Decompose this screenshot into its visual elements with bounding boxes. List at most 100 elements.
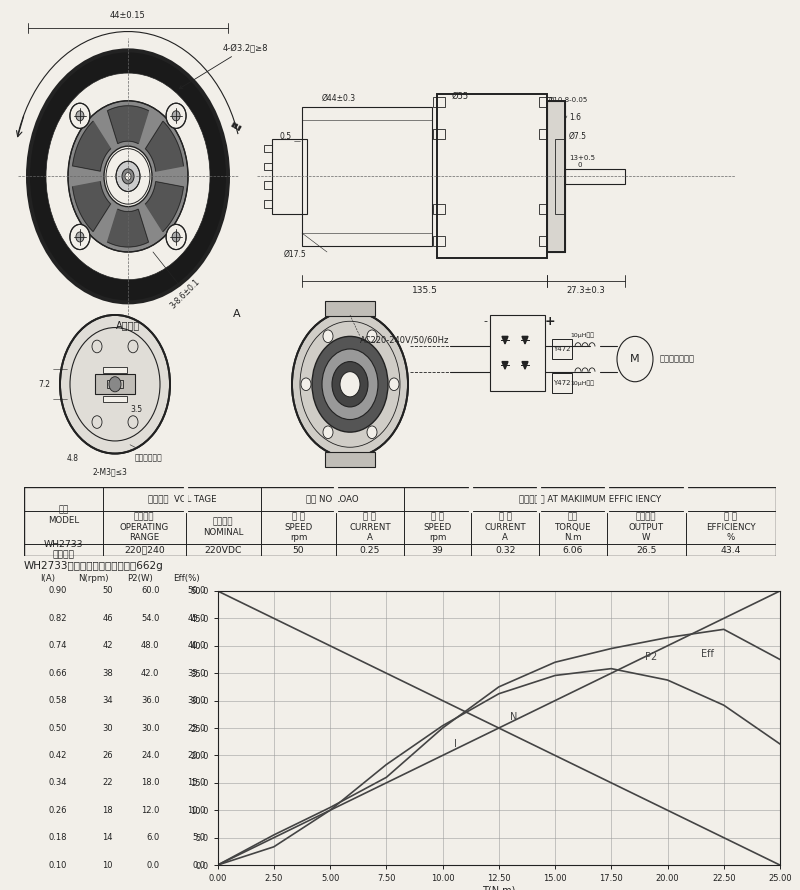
Polygon shape	[502, 336, 508, 344]
Bar	[107, 381, 112, 388]
Text: 直流永磁电动机: 直流永磁电动机	[660, 354, 695, 363]
Text: 36.0: 36.0	[141, 696, 159, 705]
Text: 45.0: 45.0	[187, 614, 206, 623]
Text: 42: 42	[102, 642, 113, 651]
Text: -: -	[483, 316, 487, 327]
Text: 0.58: 0.58	[48, 696, 66, 705]
Text: ▮▮▮: ▮▮▮	[230, 121, 243, 132]
Text: +: +	[545, 315, 555, 328]
Text: 0.50: 0.50	[48, 724, 66, 732]
Circle shape	[125, 173, 131, 180]
Bar	[547, 101, 565, 252]
Text: 50: 50	[293, 546, 304, 554]
Text: 型号
MODEL: 型号 MODEL	[48, 506, 79, 525]
Text: 6.06: 6.06	[562, 546, 583, 554]
Circle shape	[172, 110, 180, 121]
Circle shape	[166, 224, 186, 249]
Text: 25.0: 25.0	[187, 724, 206, 732]
Circle shape	[301, 378, 311, 391]
Text: 最大效率点 AT MAKIIMUM EFFIC IENCY: 最大效率点 AT MAKIIMUM EFFIC IENCY	[519, 495, 661, 504]
Text: Ø7.5: Ø7.5	[569, 133, 587, 142]
Bar	[325, 301, 375, 316]
Text: 0.90: 0.90	[48, 587, 66, 595]
Text: 18.0: 18.0	[141, 779, 159, 788]
Text: 46: 46	[102, 614, 113, 623]
Circle shape	[340, 372, 360, 397]
Bar	[552, 339, 572, 359]
Text: 转 速
SPEED
rpm: 转 速 SPEED rpm	[284, 513, 313, 542]
Circle shape	[292, 312, 408, 457]
Text: 2-M3深≤3: 2-M3深≤3	[93, 467, 127, 476]
Circle shape	[367, 426, 377, 439]
Text: 0.66: 0.66	[48, 668, 66, 677]
Text: 后盖正极标记: 后盖正极标记	[135, 454, 162, 463]
Polygon shape	[522, 336, 528, 344]
Text: WH2733塑料行星减速电机净重：662g: WH2733塑料行星减速电机净重：662g	[24, 561, 164, 571]
Text: 0.5: 0.5	[280, 132, 292, 141]
Bar	[552, 373, 572, 393]
Text: 60.0: 60.0	[141, 587, 159, 595]
Text: 0.26: 0.26	[48, 805, 66, 814]
Text: Ø17.5: Ø17.5	[284, 249, 306, 258]
Text: 效 率
EFFICIENCY
%: 效 率 EFFICIENCY %	[706, 513, 756, 542]
Text: 0.82: 0.82	[48, 614, 66, 623]
Text: 3-8.6±0.1: 3-8.6±0.1	[168, 277, 202, 311]
Bar	[272, 139, 307, 214]
Circle shape	[76, 232, 84, 242]
Text: 0.74: 0.74	[48, 642, 66, 651]
Text: P2(W): P2(W)	[127, 574, 153, 583]
Bar	[264, 200, 272, 208]
Circle shape	[60, 315, 170, 454]
Polygon shape	[522, 361, 528, 369]
Text: 34: 34	[102, 696, 113, 705]
Circle shape	[367, 330, 377, 343]
Text: 10μH电感: 10μH电感	[570, 381, 594, 386]
Text: Eff: Eff	[702, 649, 714, 659]
Text: 0.18: 0.18	[48, 833, 66, 842]
Text: 转 速
SPEED
rpm: 转 速 SPEED rpm	[423, 513, 452, 542]
Polygon shape	[146, 121, 183, 171]
Text: 0.0: 0.0	[146, 861, 159, 870]
Text: 电压范围
OPERATING
RANGE: 电压范围 OPERATING RANGE	[120, 513, 169, 542]
Bar	[433, 236, 445, 246]
Text: 27.3±0.3: 27.3±0.3	[566, 286, 606, 295]
Text: 30.0: 30.0	[141, 724, 159, 732]
X-axis label: T(N.m): T(N.m)	[482, 886, 515, 890]
Text: 24.0: 24.0	[141, 751, 159, 760]
Text: 13+0.5
    0: 13+0.5 0	[569, 155, 595, 167]
Text: I: I	[454, 740, 457, 749]
Text: 26: 26	[102, 751, 113, 760]
Text: 6.0: 6.0	[146, 833, 159, 842]
Text: 30.0: 30.0	[187, 696, 206, 705]
Text: 10μH电感: 10μH电感	[570, 332, 594, 337]
Polygon shape	[146, 182, 183, 231]
Text: 48.0: 48.0	[141, 642, 159, 651]
Text: Ø10.8-0.05: Ø10.8-0.05	[549, 97, 588, 103]
Circle shape	[323, 426, 333, 439]
Bar	[325, 452, 375, 467]
Circle shape	[109, 376, 121, 392]
Text: 7.2: 7.2	[38, 380, 50, 389]
Text: 输入电压  VOL TAGE: 输入电压 VOL TAGE	[148, 495, 216, 504]
Circle shape	[46, 73, 210, 279]
Bar	[433, 128, 445, 139]
Text: 电 流
CURRENT
A: 电 流 CURRENT A	[485, 513, 526, 542]
Text: 5.0: 5.0	[193, 833, 206, 842]
Circle shape	[332, 361, 368, 407]
Polygon shape	[107, 106, 149, 143]
Text: 50.0: 50.0	[187, 587, 206, 595]
Text: 20.0: 20.0	[187, 751, 206, 760]
Text: 30: 30	[102, 724, 113, 732]
Bar	[302, 119, 432, 233]
Polygon shape	[73, 121, 110, 171]
Text: 0.32: 0.32	[495, 546, 515, 554]
Text: 输出功率
OUTPUT
W: 输出功率 OUTPUT W	[629, 513, 664, 542]
Text: 18: 18	[102, 805, 113, 814]
Bar	[264, 182, 272, 189]
Bar	[302, 107, 432, 246]
Circle shape	[76, 110, 84, 121]
Circle shape	[312, 336, 388, 433]
Circle shape	[68, 101, 188, 252]
Text: M: M	[630, 354, 640, 364]
Text: 44±0.15: 44±0.15	[110, 12, 146, 20]
